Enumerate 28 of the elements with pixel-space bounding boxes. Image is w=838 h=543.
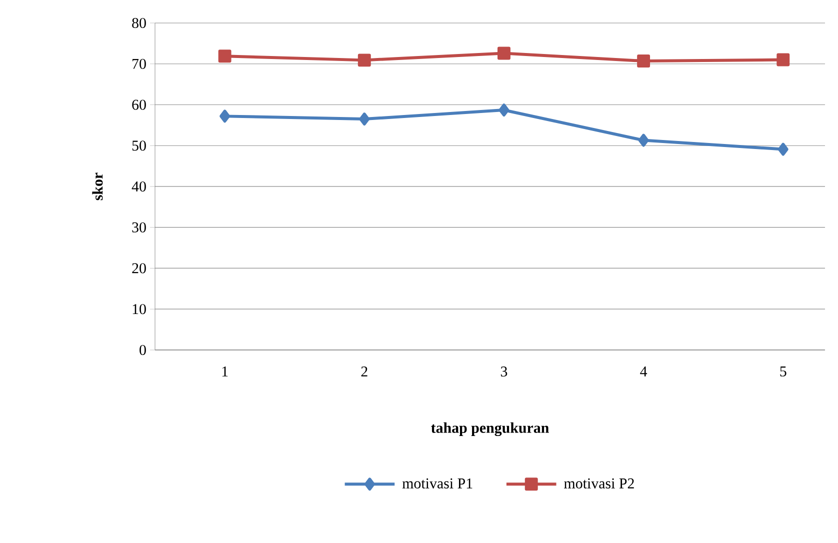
y-tick-label: 20 [132,263,146,274]
y-tick-label: 80 [132,18,146,28]
y-tick-label: 50 [132,140,146,151]
x-axis-title: tahap pengukuran [431,422,549,436]
legend-label: motivasi P2 [564,478,634,488]
point [358,54,371,67]
point [498,104,510,117]
point [497,46,510,60]
point [218,50,232,63]
point [778,142,788,156]
y-tick-label: 0 [140,344,146,356]
point [776,53,790,66]
y-tick-label: 10 [132,304,146,314]
x-tick-label: 3 [500,366,508,377]
y-tick-label: 30 [132,222,146,232]
legend-label: motivasi P1 [402,478,472,488]
x-tick-label: 5 [780,366,786,376]
x-tick-label: 4 [640,366,648,376]
x-tick-label: 1 [222,366,228,376]
point [220,110,230,123]
x-tick-label: 2 [361,366,368,376]
y-tick-label: 60 [132,100,146,110]
point [359,112,370,126]
y-axis-title: skor [92,172,103,200]
y-tick-label: 70 [132,58,146,69]
point [637,54,650,68]
y-tick-label: 40 [132,181,146,192]
point [638,134,649,147]
